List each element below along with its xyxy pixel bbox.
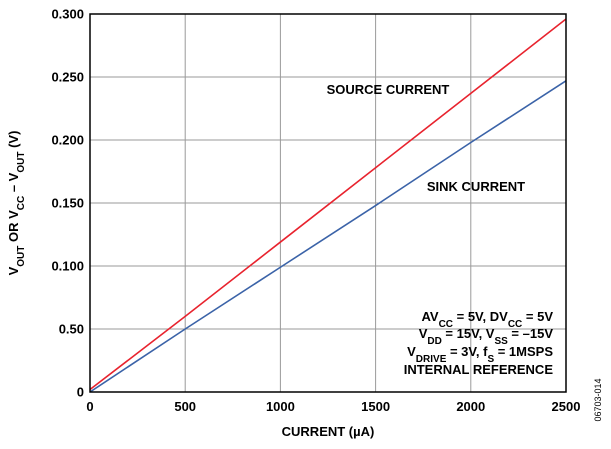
y-tick-label: 0.250 bbox=[51, 70, 84, 85]
x-tick-label: 2500 bbox=[552, 399, 581, 414]
y-tick-label: 0.50 bbox=[59, 322, 84, 337]
x-tick-label: 2000 bbox=[456, 399, 485, 414]
conditions-line: VDRIVE = 3V, fS = 1MSPS bbox=[407, 344, 553, 365]
x-tick-label: 0 bbox=[86, 399, 93, 414]
x-tick-label: 500 bbox=[174, 399, 196, 414]
series-line-source-current bbox=[89, 18, 567, 391]
x-tick-label: 1000 bbox=[266, 399, 295, 414]
series-label: SOURCE CURRENT bbox=[327, 82, 450, 97]
plot-frame bbox=[89, 13, 567, 393]
figure-id: 06703-014 bbox=[593, 378, 603, 421]
y-tick-label: 0.300 bbox=[51, 7, 84, 22]
y-axis-title: VOUT OR VCC – VOUT (V) bbox=[6, 131, 27, 276]
y-tick-label: 0.150 bbox=[51, 196, 84, 211]
conditions-line: VDD = 15V, VSS = –15V bbox=[419, 326, 554, 347]
series-label: SINK CURRENT bbox=[427, 179, 525, 194]
x-axis-title: CURRENT (µA) bbox=[282, 424, 375, 439]
x-tick-label: 1500 bbox=[361, 399, 390, 414]
series-line-sink-current bbox=[89, 80, 567, 393]
y-tick-label: 0 bbox=[77, 385, 84, 400]
conditions-line: INTERNAL REFERENCE bbox=[404, 362, 554, 377]
y-tick-label: 0.200 bbox=[51, 133, 84, 148]
conditions-line: AVCC = 5V, DVCC = 5V bbox=[421, 309, 553, 330]
y-tick-label: 0.100 bbox=[51, 259, 84, 274]
